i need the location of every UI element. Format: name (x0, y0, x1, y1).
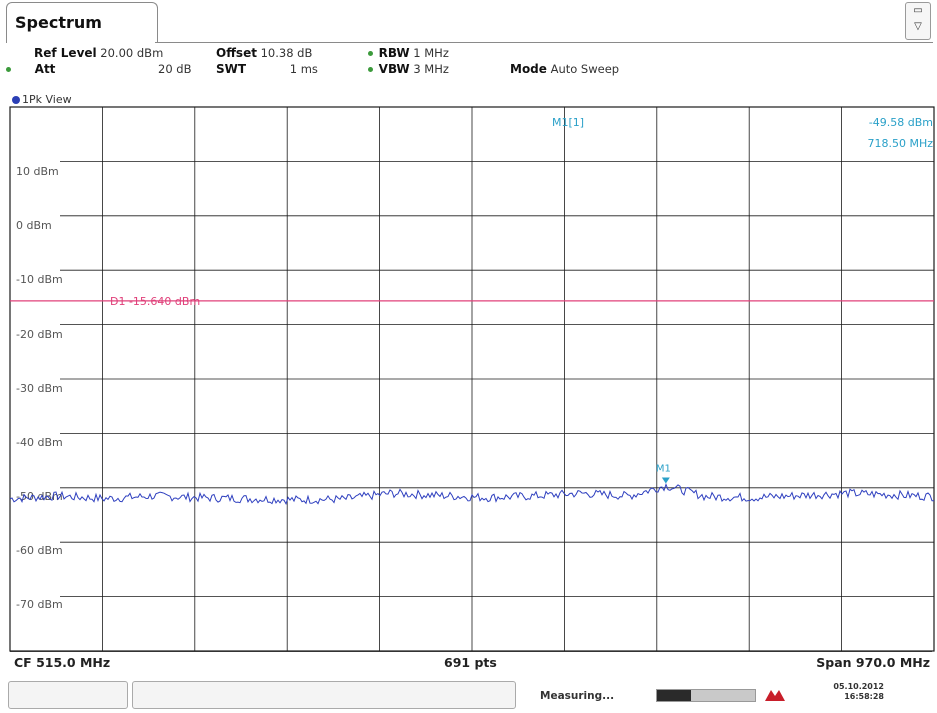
swt-group: SWT 1 ms (216, 62, 318, 76)
rs-logo-icon (765, 690, 785, 701)
ref-level-label: Ref Level (34, 46, 97, 60)
vbw-value[interactable]: 3 MHz (413, 62, 449, 76)
rbw-value[interactable]: 1 MHz (413, 46, 449, 60)
overview-icon[interactable]: ▭ ▽ (905, 2, 931, 40)
vbw-group: VBW 3 MHz (368, 62, 449, 76)
offset-group: Offset 10.38 dB (216, 46, 312, 60)
coupled-dot-icon (368, 67, 373, 72)
display-line-label: D1 -15.640 dBm (110, 295, 200, 308)
rbw-group: RBW 1 MHz (368, 46, 449, 60)
trace-indicator-icon (12, 96, 20, 104)
y-tick-label: -10 dBm (16, 273, 63, 286)
header-divider (155, 42, 933, 43)
y-tick-label: -20 dBm (16, 328, 63, 341)
marker-freq: 718.50 MHz (867, 137, 933, 150)
date: 05.10.2012 (833, 682, 884, 691)
mode-group: Mode Auto Sweep (510, 62, 619, 76)
rbw-label: RBW (378, 46, 410, 60)
trace-line (9, 483, 934, 506)
trace-1 (9, 483, 934, 506)
offset-value[interactable]: 10.38 dB (260, 46, 313, 60)
measuring-status: Measuring... (540, 690, 615, 702)
marker-triangle (661, 477, 670, 484)
status-bar: Measuring... 05.10.2012 16:58:28 (0, 678, 937, 713)
sweep-progress-bar (656, 689, 756, 702)
settings-row-1: Ref Level 20.00 dBm (34, 46, 163, 60)
marker-tag: M1 (656, 464, 671, 475)
y-tick-label: -70 dBm (16, 598, 63, 611)
axis-footer: CF 515.0 MHz 691 pts Span 970.0 MHz (10, 651, 932, 674)
att-label: Att (34, 62, 56, 76)
spectrum-tab[interactable]: Spectrum (6, 2, 158, 43)
status-field-2[interactable] (132, 681, 516, 709)
y-tick-label: -30 dBm (16, 382, 63, 395)
marker-m1: M1 (656, 464, 671, 484)
span[interactable]: Span 970.0 MHz (816, 655, 930, 670)
offset-label: Offset (216, 46, 257, 60)
att-group: Att (6, 62, 55, 76)
plot-grid (9, 106, 935, 652)
datetime: 05.10.2012 16:58:28 (830, 682, 884, 702)
vbw-label: VBW (378, 62, 410, 76)
mode-label: Mode (510, 62, 547, 76)
y-tick-label: 10 dBm (16, 165, 59, 178)
y-tick-label: -60 dBm (16, 544, 63, 557)
y-tick-label: 0 dBm (16, 219, 52, 232)
marker-level: -49.58 dBm (869, 116, 933, 129)
swt-label: SWT (216, 62, 247, 76)
tab-title: Spectrum (15, 13, 102, 32)
mode-value[interactable]: Auto Sweep (550, 62, 620, 76)
status-field-1[interactable] (8, 681, 128, 709)
center-frequency[interactable]: CF 515.0 MHz (14, 655, 111, 670)
sweep-points[interactable]: 691 pts (444, 655, 497, 670)
view-label: 1Pk View (12, 93, 72, 106)
coupled-dot-icon (368, 51, 373, 56)
time: 16:58:28 (844, 692, 884, 701)
swt-value[interactable]: 1 ms (289, 62, 318, 76)
coupled-dot-icon (6, 67, 11, 72)
ref-level-value[interactable]: 20.00 dBm (100, 46, 164, 60)
att-value[interactable]: 20 dB (158, 62, 192, 76)
marker-name: M1[1] (552, 116, 584, 129)
y-tick-label: -40 dBm (16, 436, 63, 449)
